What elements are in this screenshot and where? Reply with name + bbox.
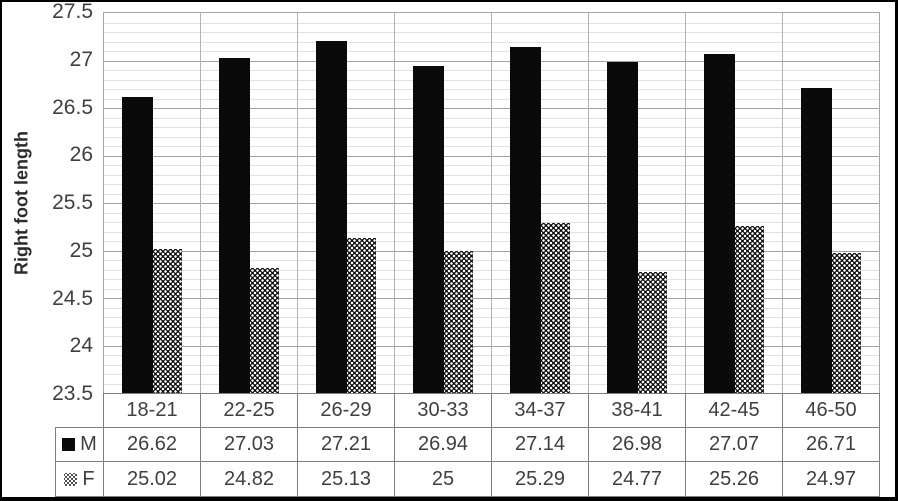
y-axis-tick-label: 26.5: [52, 95, 93, 119]
value-cell-f: 24.97: [805, 467, 857, 490]
category-header-cell: 38-41: [589, 394, 686, 427]
category-header-cell: 18-21: [104, 394, 201, 427]
y-axis-tick-label: 23.5: [52, 382, 93, 405]
y-axis-tick-label: 26: [69, 143, 93, 167]
category-slot-34-37: [492, 13, 589, 393]
y-axis-labels: 27.5 27 26.5 26 25.5 25 24.5 24 23.5: [2, 2, 93, 497]
series-row-f: F 25.02 24.82 25.13 25 25.29 24.77 25.26 24.97: [55, 461, 880, 497]
bar-m-30-33: [413, 66, 444, 393]
bar-m-38-41: [607, 62, 638, 393]
y-axis-tick-label: 24.5: [52, 286, 93, 310]
value-cell-f: 25: [395, 462, 492, 496]
y-axis-tick-label: 25.5: [52, 191, 93, 214]
legend-cell-f: F: [56, 462, 104, 496]
value-cell-f: 24.82: [201, 462, 298, 496]
y-axis-tick-label: 27: [69, 47, 93, 71]
category-slots: [104, 13, 879, 393]
bar-m-46-50: [801, 88, 832, 393]
y-axis-tick-label: 24: [69, 334, 93, 358]
bar-m-18-21: [122, 96, 153, 393]
bar-f-18-21: [153, 248, 182, 393]
value-cell-m: 26.62: [104, 428, 201, 461]
category-slot-22-25: [201, 13, 298, 393]
category-header-cell: 34-37: [492, 394, 589, 427]
bar-f-42-45: [735, 225, 764, 393]
category-slot-18-21: [104, 13, 201, 393]
category-header-cell: 30-33: [395, 394, 492, 427]
series-row-m: M 26.62 27.03 27.21 26.94 27.14 26.98 27.07 26.7…: [55, 427, 880, 462]
bar-f-22-25: [250, 267, 279, 393]
category-slot-46-50: [783, 13, 879, 393]
category-header-cell: 26-29: [298, 394, 395, 427]
bar-m-22-25: [219, 57, 250, 393]
solid-square-swatch-icon: [62, 438, 76, 451]
value-cell-m: 27.03: [201, 428, 298, 461]
legend-label: F: [82, 467, 95, 490]
y-axis-tick-label: 27.5: [52, 0, 93, 23]
value-cell-f: 25.29: [492, 462, 589, 496]
bar-f-30-33: [444, 250, 473, 393]
legend-cell-m: M: [56, 428, 104, 461]
value-cell-m: 27.21: [298, 428, 395, 461]
value-cell-f: 25.13: [298, 462, 395, 496]
value-cell-m: 26.94: [395, 428, 492, 461]
bar-f-38-41: [638, 272, 667, 393]
category-slot-38-41: [589, 13, 686, 393]
value-cell-m: 27.07: [686, 428, 783, 461]
value-cell-m: 27.14: [492, 428, 589, 461]
bar-m-42-45: [704, 53, 735, 393]
bar-f-26-29: [347, 238, 376, 393]
y-axis-tick-label: 25: [69, 238, 93, 262]
value-cell-f: 24.77: [589, 462, 686, 496]
value-cell-f: 25.26: [686, 462, 783, 496]
plot-area: [103, 12, 880, 394]
value-cell-f: 25.02: [104, 462, 201, 496]
legend-label: M: [80, 433, 97, 455]
bar-f-34-37: [541, 222, 570, 393]
category-header-cell: 22-25: [201, 394, 298, 427]
value-cell-m: 26.71: [805, 433, 857, 455]
value-cell-m: 26.98: [589, 428, 686, 461]
category-slot-42-45: [686, 13, 783, 393]
checkered-square-swatch-icon: [64, 472, 78, 486]
bar-m-26-29: [316, 40, 347, 393]
category-header-row: 18-21 22-25 26-29 30-33 34-37 38-41 42-45 46-50: [103, 393, 880, 428]
bar-f-46-50: [832, 253, 861, 393]
category-header-cell: 42-45: [686, 394, 783, 427]
bar-m-34-37: [510, 47, 541, 393]
category-header-cell: 46-50: [805, 399, 857, 421]
category-slot-26-29: [298, 13, 395, 393]
category-slot-30-33: [395, 13, 492, 393]
